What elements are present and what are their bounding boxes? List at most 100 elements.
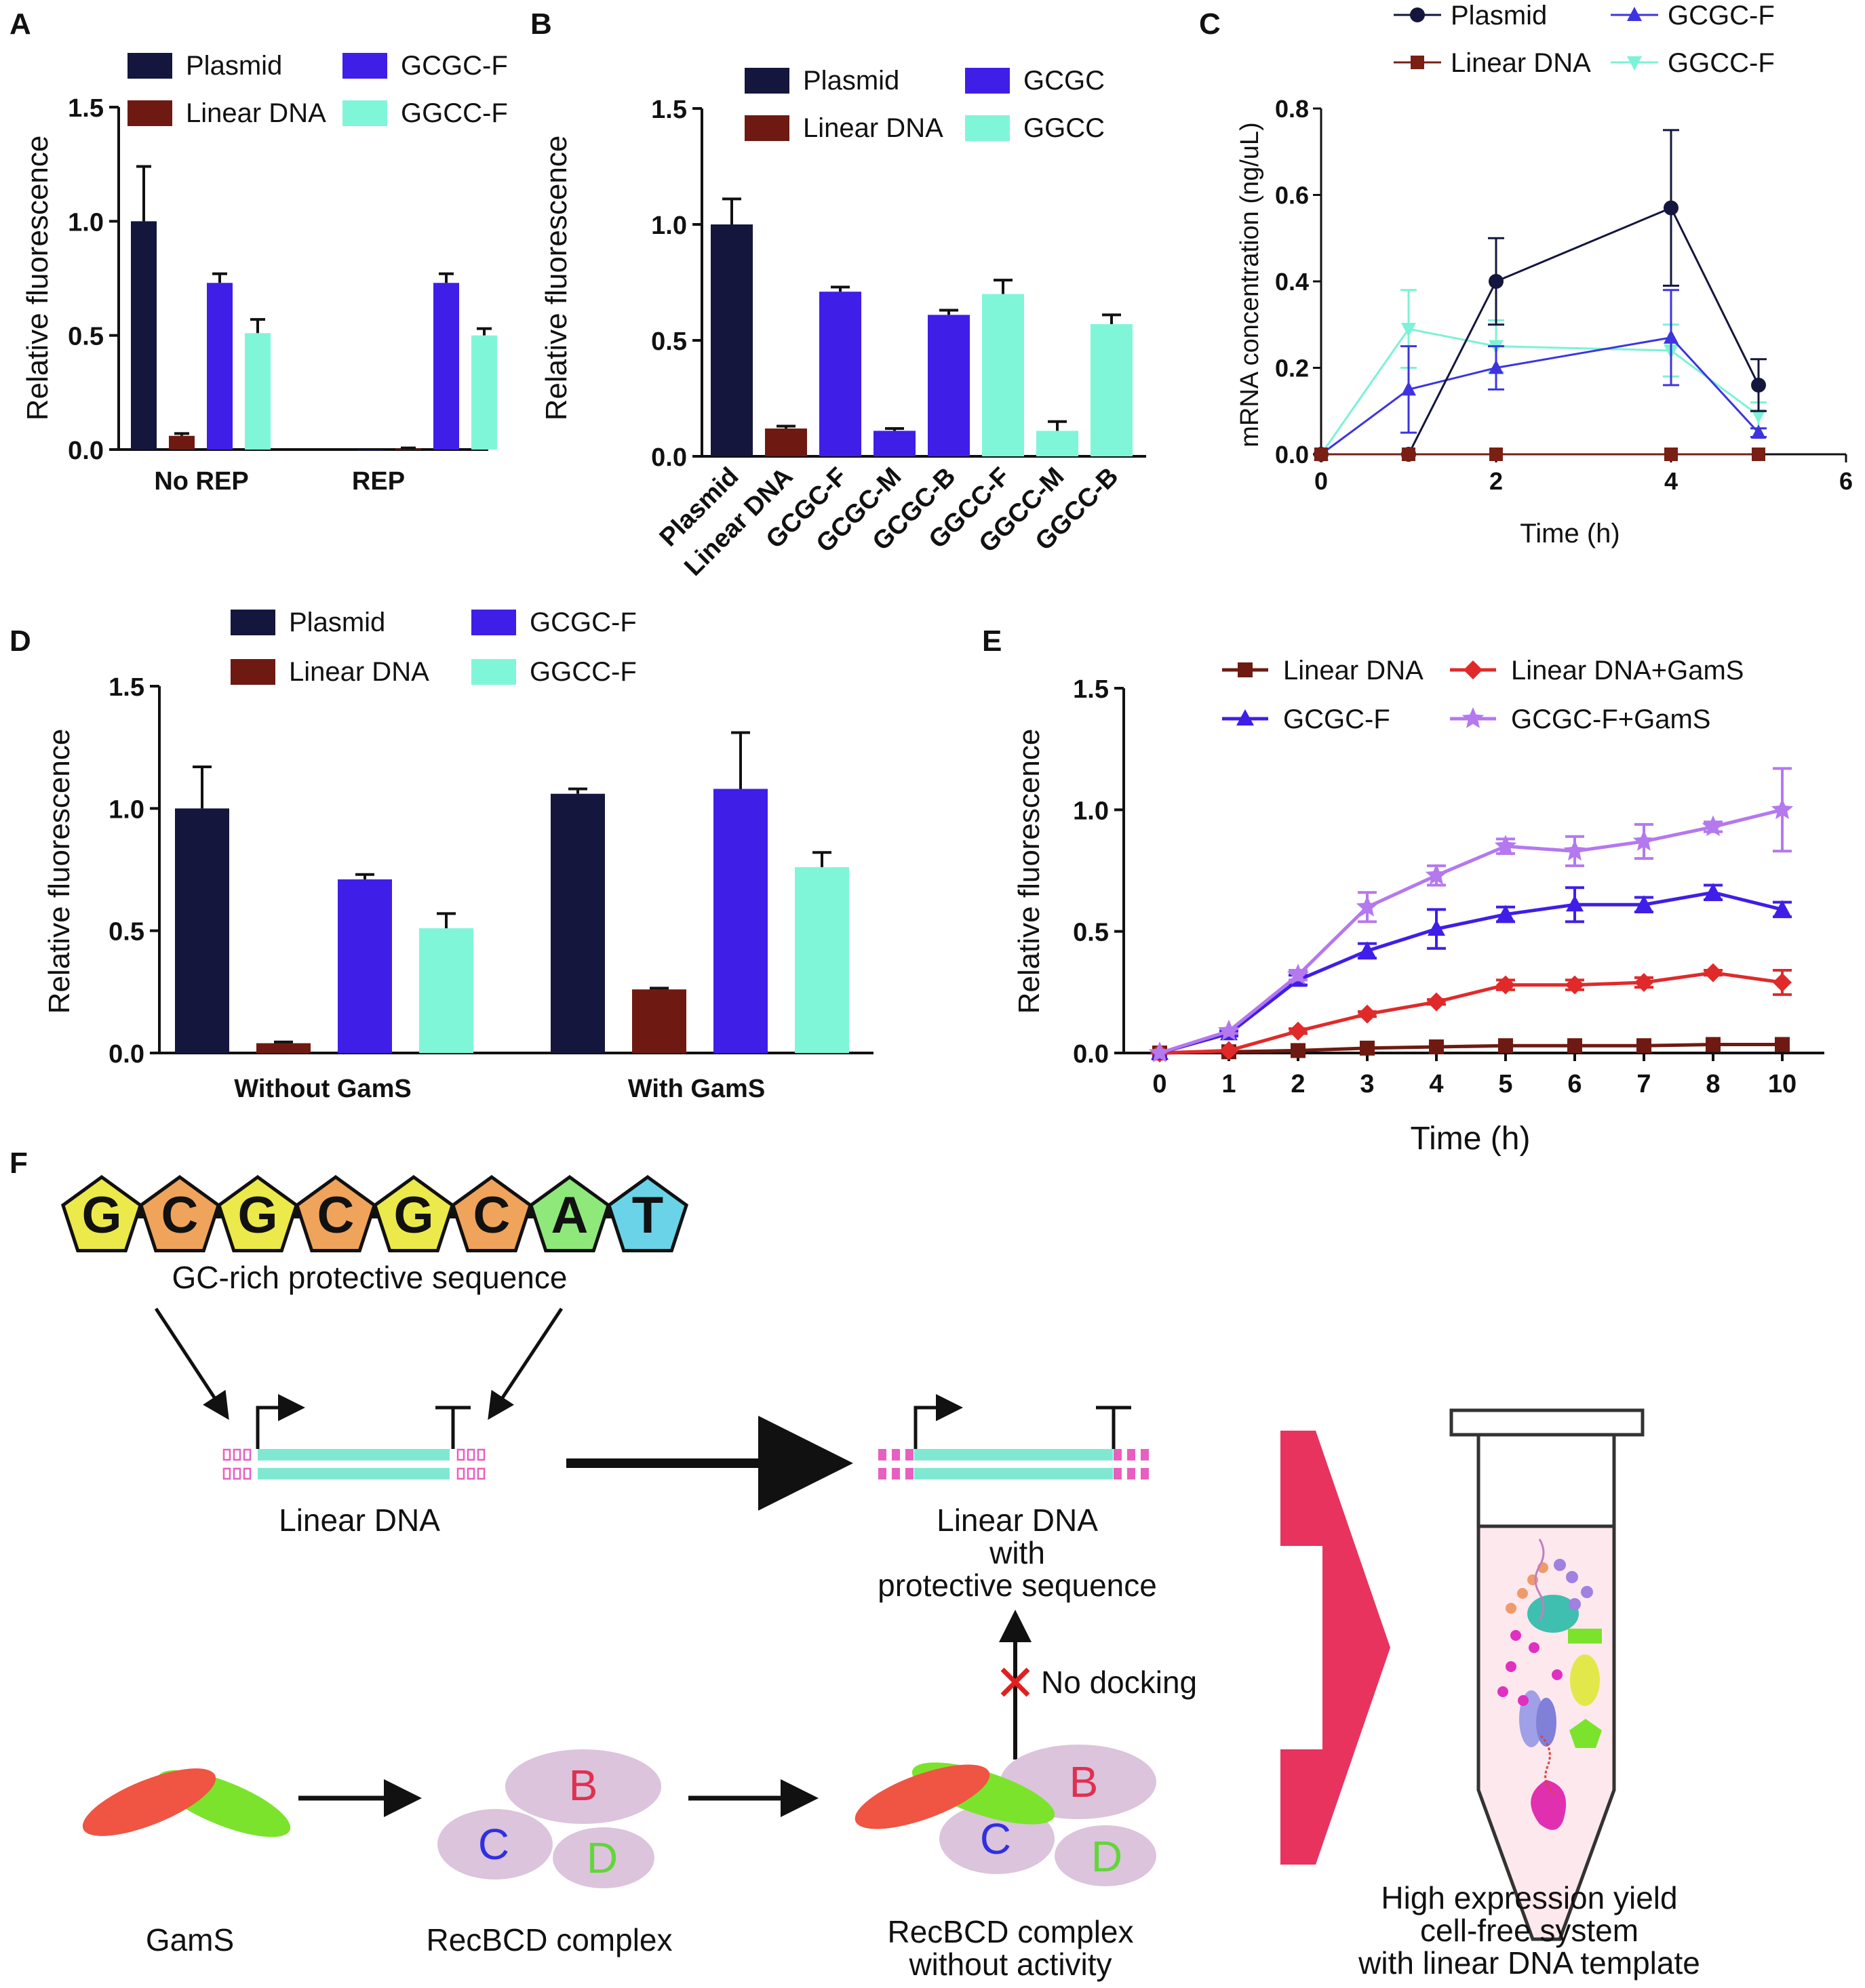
- b-bar: [819, 292, 861, 456]
- e-point: [1635, 895, 1653, 912]
- e-point: [1702, 815, 1725, 837]
- chart-a: 0.0 0.5 1.0 1.5 Relative fluorescence No REP R…: [21, 51, 508, 496]
- sequence-letter: T: [632, 1187, 663, 1244]
- c-point: [1664, 200, 1678, 216]
- d-bar: [338, 879, 392, 1053]
- recbcd-inactive-graphic: B C D: [855, 1745, 1156, 1886]
- sequence-pentagon: [372, 1174, 455, 1252]
- c-legend-label: Plasmid: [1451, 1, 1547, 31]
- c-x-label: Time (h): [1520, 519, 1619, 549]
- c-x-tick-label: 6: [1839, 467, 1853, 495]
- c-point: [1489, 274, 1504, 289]
- c-point: [1751, 409, 1766, 424]
- d-legend-swatch: [471, 659, 516, 685]
- e-point: [1425, 864, 1448, 885]
- e-legend-label: GCGC-F: [1283, 704, 1390, 734]
- e-legend-label: GCGC-F+GamS: [1511, 704, 1710, 734]
- d-legend-label: GGCC-F: [530, 657, 637, 687]
- c-point: [1489, 359, 1504, 374]
- c-y-tick-label: 0.2: [1275, 355, 1309, 382]
- e-point: [1771, 798, 1794, 820]
- panel-label-d: D: [9, 624, 31, 658]
- c-legend-marker: [1411, 56, 1424, 69]
- a-legend-label: Linear DNA: [186, 98, 326, 128]
- a-x-tick-label: REP: [352, 467, 405, 496]
- e-point: [1706, 1037, 1721, 1052]
- sequence-pentagon: [138, 1174, 221, 1252]
- d-legend-swatch: [231, 610, 275, 635]
- a-bar: [471, 335, 497, 450]
- e-legend-label: Linear DNA: [1283, 656, 1424, 685]
- sequence-letter: A: [551, 1187, 589, 1244]
- e-x-tick-label: 6: [1567, 1070, 1582, 1098]
- arrow-seq-left: [154, 1307, 229, 1420]
- recbcd-label: RecBCD complex: [427, 1922, 673, 1957]
- gams-graphic: [82, 1768, 291, 1837]
- e-legend-label: Linear DNA+GamS: [1511, 656, 1744, 685]
- a-bar: [357, 450, 383, 451]
- d-legend-label: Linear DNA: [289, 657, 429, 687]
- e-point: [1704, 963, 1723, 982]
- sequence-pentagon: [606, 1174, 689, 1252]
- e-y-tick-label: 0.0: [1073, 1040, 1109, 1069]
- e-point: [1358, 941, 1376, 958]
- d-y-label: Relative fluorescence: [43, 729, 76, 1014]
- a-y-tick-label: 1.0: [68, 208, 104, 237]
- e-point: [1291, 1043, 1306, 1058]
- protected-dna-label-2: with: [989, 1535, 1045, 1570]
- panel-label-b: B: [530, 7, 552, 41]
- a-bar: [169, 435, 195, 450]
- d-bar: [551, 793, 605, 1053]
- panel-label-e: E: [982, 624, 1002, 658]
- d-legend-label: GCGC-F: [530, 608, 637, 637]
- a-x-tick-label: No REP: [154, 467, 248, 496]
- e-x-tick-label: 7: [1636, 1070, 1651, 1098]
- d-legend-swatch: [231, 659, 275, 685]
- sequence-letter: C: [473, 1187, 511, 1244]
- e-x-tick-label: 3: [1360, 1070, 1374, 1098]
- c-legend-label: GCGC-F: [1668, 1, 1775, 31]
- e-point: [1566, 895, 1584, 912]
- c-x-tick-label: 0: [1314, 467, 1328, 495]
- recbcd-graphic: B C D: [437, 1749, 661, 1888]
- sequence-caption: GC-rich protective sequence: [172, 1260, 568, 1295]
- b-legend-swatch: [965, 68, 1010, 94]
- e-point: [1704, 883, 1722, 900]
- e-point: [1289, 1021, 1308, 1041]
- sequence-pentagon: [528, 1174, 611, 1252]
- b-bar: [873, 431, 916, 456]
- c-point: [1489, 448, 1503, 461]
- e-point: [1636, 1038, 1651, 1054]
- a-y-tick-label: 0.5: [68, 323, 104, 351]
- inactive-letter-b: B: [1069, 1757, 1099, 1806]
- sequence-letter: G: [393, 1187, 433, 1244]
- b-bar: [1091, 324, 1133, 456]
- c-y-tick-label: 0.8: [1275, 95, 1309, 123]
- e-y-label: Relative fluorescence: [1013, 729, 1046, 1014]
- e-legend-marker: [1464, 660, 1483, 679]
- recbcd-inactive-label-2: without activity: [908, 1947, 1112, 1982]
- result-chevron: [1280, 1431, 1390, 1865]
- e-legend-marker: [1461, 707, 1485, 728]
- sequence-pentagon: [450, 1174, 533, 1252]
- d-bar: [419, 928, 473, 1053]
- chart-b: 0.0 0.5 1.0 1.5 Relative fluorescence Plasmid…: [540, 66, 1146, 582]
- c-y-tick-label: 0.6: [1275, 182, 1309, 210]
- inactive-letter-d: D: [1091, 1832, 1122, 1881]
- a-legend-label: Plasmid: [186, 51, 282, 81]
- recbcd-letter-d: D: [587, 1833, 618, 1882]
- e-series-line: [1159, 808, 1783, 1055]
- e-point: [1773, 972, 1792, 992]
- linear-dna-graphic: [222, 1394, 486, 1480]
- linear-dna-label: Linear DNA: [279, 1503, 440, 1538]
- d-y-tick-label: 0.5: [109, 918, 144, 947]
- a-bar: [131, 221, 157, 450]
- panel-label-c: C: [1199, 7, 1221, 41]
- a-y-label: Relative fluorescence: [21, 136, 54, 421]
- e-series-line: [1159, 890, 1783, 1055]
- a-legend-label: GCGC-F: [401, 51, 508, 81]
- b-y-tick-label: 0.5: [651, 327, 687, 356]
- e-point: [1356, 895, 1379, 917]
- e-x-tick-label: 0: [1152, 1070, 1166, 1098]
